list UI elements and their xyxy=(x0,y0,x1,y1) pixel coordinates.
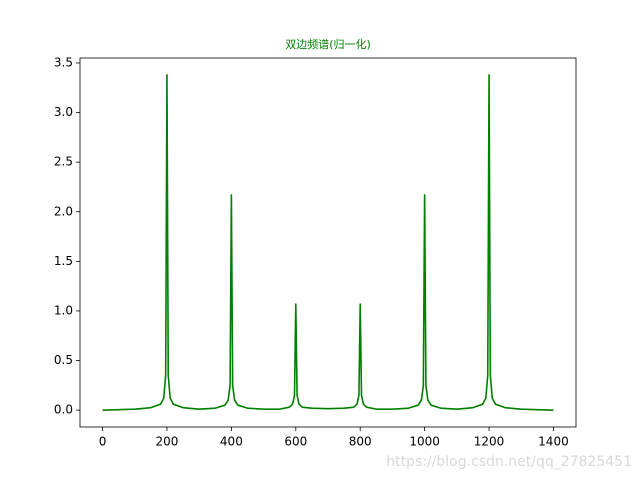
y-tick-label: 0.0 xyxy=(54,403,73,417)
watermark: https://blog.csdn.net/qq_27825451 xyxy=(386,454,632,470)
x-tick-label: 0 xyxy=(99,435,107,449)
y-tick-label: 3.0 xyxy=(54,105,73,119)
y-tick-label: 3.5 xyxy=(54,55,73,69)
y-tick-label: 0.5 xyxy=(54,353,73,367)
y-tick-label: 2.0 xyxy=(54,204,73,218)
axes-frame xyxy=(79,57,577,428)
x-tick-label: 600 xyxy=(284,435,307,449)
y-tick-label: 1.0 xyxy=(54,303,73,317)
x-tick-label: 400 xyxy=(220,435,243,449)
x-tick-label: 200 xyxy=(156,435,179,449)
x-tick-label: 800 xyxy=(349,435,372,449)
x-tick-label: 1400 xyxy=(538,435,569,449)
x-tick-label: 1000 xyxy=(409,435,440,449)
y-tick-label: 1.5 xyxy=(54,254,73,268)
y-tick-label: 2.5 xyxy=(54,155,73,169)
x-tick-label: 1200 xyxy=(474,435,505,449)
spectrum-line xyxy=(102,74,554,411)
chart-title: 双边频谱(归一化) xyxy=(285,37,371,51)
